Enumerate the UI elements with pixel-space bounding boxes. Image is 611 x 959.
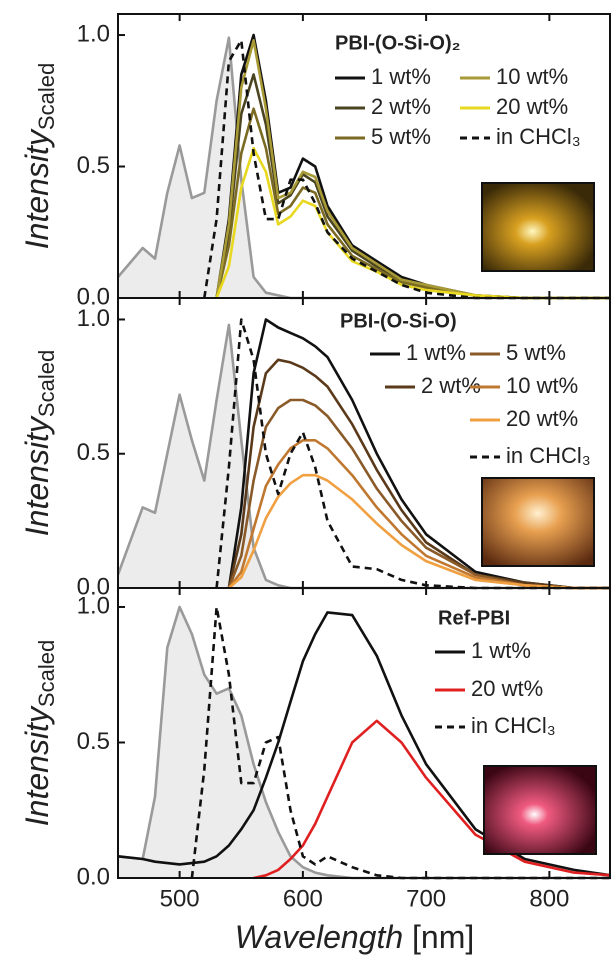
panel: 0.0 0.5 1.0 IntensityScaled PBI-(O-Si-O)₂ 1 w… bbox=[19, 13, 611, 310]
y-axis-label-main: Intensity bbox=[19, 415, 55, 536]
line-series bbox=[227, 439, 611, 590]
legend-label: 1 wt% bbox=[406, 340, 466, 365]
y-tick-label: 0.5 bbox=[77, 728, 110, 755]
y-axis-label-main: Intensity bbox=[19, 128, 55, 249]
x-axis-label-unit: [nm] bbox=[412, 919, 474, 955]
y-tick-label: 1.0 bbox=[77, 20, 110, 47]
inset-photo bbox=[483, 765, 597, 855]
y-tick-label: 1.0 bbox=[77, 305, 110, 332]
legend-label: 2 wt% bbox=[421, 373, 481, 398]
area-fill bbox=[118, 324, 611, 588]
y-axis-label: IntensityScaled bbox=[19, 640, 58, 826]
y-axis-label: IntensityScaled bbox=[19, 63, 58, 249]
y-axis-label-sub: Scaled bbox=[34, 63, 59, 130]
y-tick-label: 0.5 bbox=[77, 439, 110, 466]
x-tick-label: 600 bbox=[283, 885, 323, 912]
legend-title: PBI-(O-Si-O) bbox=[340, 310, 457, 332]
legend-label: 10 wt% bbox=[496, 64, 568, 89]
x-tick-label: 500 bbox=[160, 885, 200, 912]
legend-label: in CHCl₃ bbox=[471, 713, 556, 738]
line-series bbox=[227, 398, 611, 590]
y-axis-label: IntensityScaled bbox=[19, 350, 58, 536]
area-fill bbox=[118, 37, 611, 299]
line-series bbox=[227, 318, 611, 590]
y-tick-label: 1.0 bbox=[77, 592, 110, 619]
x-axis-label-main: Wavelength bbox=[235, 919, 403, 955]
legend-label: 5 wt% bbox=[506, 340, 566, 365]
y-tick-label: 0.0 bbox=[77, 283, 110, 310]
legend-title: PBI-(O-Si-O)₂ bbox=[335, 32, 461, 54]
inset-photo bbox=[481, 182, 595, 272]
legend-label: 1 wt% bbox=[471, 638, 531, 663]
y-tick-label: 0.0 bbox=[77, 573, 110, 600]
y-axis-label-sub: Scaled bbox=[34, 350, 59, 417]
legend-label: 20 wt% bbox=[496, 94, 568, 119]
y-axis-label-main: Intensity bbox=[19, 705, 55, 826]
inset-photo bbox=[481, 477, 595, 567]
plot-frame bbox=[117, 587, 611, 879]
legend-label: in CHCl₃ bbox=[506, 443, 591, 468]
legend-label: in CHCl₃ bbox=[496, 124, 581, 149]
line-series bbox=[228, 473, 611, 590]
legend-title: Ref-PBI bbox=[438, 607, 510, 629]
legend-label: 10 wt% bbox=[506, 373, 578, 398]
y-tick-label: 0.5 bbox=[77, 152, 110, 179]
y-tick-label: 0.0 bbox=[77, 863, 110, 890]
x-axis-label: Wavelength [nm] bbox=[235, 919, 475, 955]
area-fill bbox=[118, 606, 611, 878]
legend-label: 20 wt% bbox=[471, 676, 543, 701]
line-series bbox=[117, 611, 611, 877]
y-axis-label-sub: Scaled bbox=[34, 640, 59, 707]
x-tick-label: 700 bbox=[406, 885, 446, 912]
legend-label: 5 wt% bbox=[371, 124, 431, 149]
legend-label: 1 wt% bbox=[371, 64, 431, 89]
legend-label: 2 wt% bbox=[371, 94, 431, 119]
legend-label: 20 wt% bbox=[506, 406, 578, 431]
x-tick-label: 800 bbox=[529, 885, 569, 912]
